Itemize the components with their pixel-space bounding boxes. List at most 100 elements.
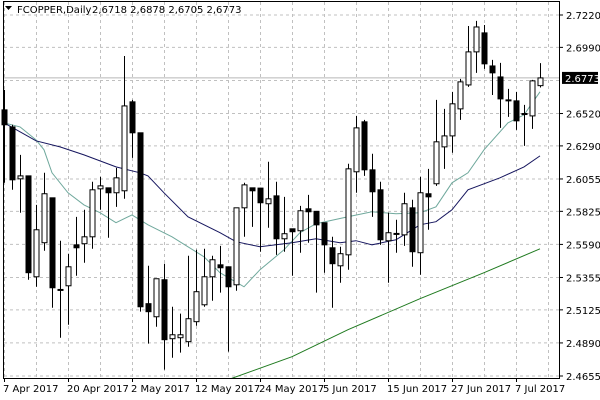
candle	[441, 108, 448, 169]
symbol-title: FCOPPER,Daily	[17, 5, 91, 16]
current-price-badge	[562, 71, 598, 84]
y-tick-label: 2.7220	[566, 11, 600, 22]
candle-body-bull	[17, 175, 24, 180]
candle-body-bear	[289, 228, 296, 233]
y-tick-label: 2.4890	[566, 339, 600, 350]
y-axis: 2.7220 2.6990 2.6520 2.6290 2.6055 2.5825 2.55…	[559, 11, 600, 383]
candle-body-bull	[401, 203, 408, 236]
candle-body-bear	[1, 109, 8, 126]
candle-body-bull	[177, 334, 184, 339]
x-tick-label: 5 Jun 2017	[323, 384, 377, 395]
candle	[25, 175, 32, 280]
candle-body-bear	[49, 197, 56, 289]
y-tick-label: 2.4655	[566, 372, 600, 383]
candle-body-bear	[217, 264, 224, 269]
candle-body-bear	[9, 126, 16, 181]
candle	[521, 104, 528, 146]
candle-body-bear	[361, 121, 368, 171]
candle	[529, 79, 536, 129]
candle	[473, 20, 480, 73]
candle-body-bull	[337, 253, 344, 267]
candle-body-bear	[137, 132, 144, 308]
candle	[265, 161, 272, 228]
candle	[329, 236, 336, 308]
candle	[353, 115, 360, 193]
x-axis: 7 Apr 2017 20 Apr 2017 2 May 2017 12 May 20…	[3, 378, 565, 395]
candle	[73, 216, 80, 276]
candle-body-bear	[161, 279, 168, 341]
candle	[481, 24, 488, 69]
candle-body-bull	[265, 198, 272, 205]
candle-body-bull	[281, 233, 288, 240]
y-tick-label: 2.5825	[566, 207, 600, 218]
y-tick-label: 2.5355	[566, 273, 600, 284]
candle	[465, 25, 472, 87]
candle-body-bull	[89, 189, 96, 238]
candle-body-bear	[225, 266, 232, 288]
candle	[161, 263, 168, 370]
candle	[401, 192, 408, 246]
candle	[257, 187, 264, 252]
candle	[385, 212, 392, 283]
candle	[289, 228, 296, 276]
moving-average-line-1	[4, 91, 541, 288]
candle	[105, 187, 112, 238]
candle	[113, 167, 120, 207]
candle-body-bull	[33, 229, 40, 278]
candle	[129, 99, 136, 158]
candle-body-bull	[241, 184, 248, 209]
candle	[193, 249, 200, 326]
candle	[249, 187, 256, 227]
candle	[201, 248, 208, 307]
candle-body-bear	[321, 222, 328, 246]
candles	[1, 20, 544, 370]
triangle-down-icon[interactable]	[5, 6, 12, 10]
candle	[305, 194, 312, 243]
candle-body-bear	[505, 99, 512, 102]
candle	[313, 210, 320, 293]
candle	[81, 209, 88, 263]
candle-body-bear	[329, 247, 336, 265]
candle-body-bull	[417, 192, 424, 254]
candle-body-bull	[41, 193, 48, 244]
candle	[89, 181, 96, 249]
candle-body-bull	[449, 103, 456, 137]
candle	[1, 89, 8, 183]
candle	[137, 132, 144, 312]
candle-body-bear	[129, 101, 136, 134]
candle-body-bull	[521, 113, 528, 116]
candle	[57, 240, 64, 338]
candle	[321, 222, 328, 273]
candle-body-bull	[169, 334, 176, 340]
candle-body-bull	[153, 278, 160, 318]
candle-body-bear	[409, 207, 416, 253]
candle-body-bull	[465, 51, 472, 86]
candle-body-bull	[393, 232, 400, 235]
candle	[97, 176, 104, 210]
candle-body-bear	[273, 195, 280, 240]
x-tick-label: 2 May 2017	[131, 384, 190, 395]
candle	[41, 172, 48, 251]
candle	[377, 181, 384, 245]
chart-header[interactable]: FCOPPER,Daily 2,6718 2,6878 2,6705 2,677…	[5, 5, 242, 16]
candle	[33, 204, 40, 287]
candle	[497, 62, 504, 128]
candle	[489, 59, 496, 95]
candle-body-bull	[297, 210, 304, 232]
candle-body-bull	[457, 81, 464, 110]
candle-body-bull	[121, 105, 128, 192]
candle-body-bull	[193, 291, 200, 323]
candle	[145, 265, 152, 344]
candle	[345, 163, 352, 270]
candle	[233, 207, 240, 291]
candle-body-bear	[425, 193, 432, 198]
x-tick-label: 7 Apr 2017	[3, 384, 58, 395]
candle-body-bear	[489, 65, 496, 74]
candle	[513, 91, 520, 130]
candle-body-bear	[497, 76, 504, 100]
candle-body-bull	[97, 185, 104, 190]
y-tick-label: 2.5125	[566, 306, 600, 317]
x-tick-label: 27 Jun 2017	[451, 384, 511, 395]
candle	[537, 63, 544, 88]
